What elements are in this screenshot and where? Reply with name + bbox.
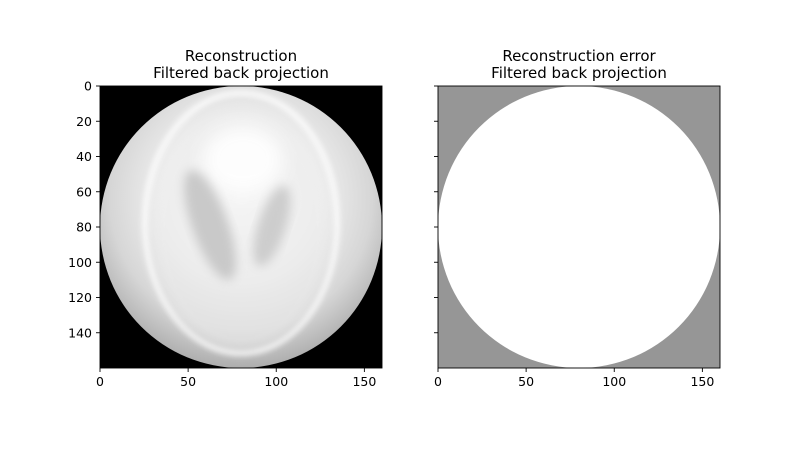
reconstruction-title-line2: Filtered back projection — [153, 64, 329, 82]
reconstruction-y-tick-label: 0 — [84, 79, 92, 94]
error-title-line2: Filtered back projection — [491, 64, 667, 82]
reconstruction-y-tick-label: 60 — [76, 184, 92, 199]
reconstruction-x-tick-label: 100 — [264, 374, 288, 389]
reconstruction-panel: Reconstruction Filtered back projection … — [68, 47, 383, 390]
reconstruction-image — [100, 86, 382, 368]
reconstruction-ticks: 0 50 100 150 0 20 40 60 80 100 120 140 — [68, 79, 376, 390]
reconstruction-y-tick-label: 100 — [68, 255, 92, 270]
error-disc — [438, 86, 720, 368]
reconstruction-error-panel: Reconstruction error Filtered back proje… — [434, 47, 721, 389]
reconstruction-highlight — [203, 126, 283, 194]
reconstruction-y-tick-label: 20 — [76, 114, 92, 129]
reconstruction-y-tick-label: 120 — [68, 290, 92, 305]
reconstruction-skull-ring — [142, 90, 340, 356]
error-x-tick-label: 50 — [518, 374, 534, 389]
error-ticks: 0 50 100 150 — [434, 85, 714, 389]
error-title-line1: Reconstruction error — [502, 47, 656, 65]
reconstruction-right-lobe — [253, 185, 291, 267]
reconstruction-title-line1: Reconstruction — [185, 47, 297, 65]
reconstruction-y-tick-label: 140 — [68, 325, 92, 340]
error-x-tick-label: 0 — [434, 374, 442, 389]
reconstruction-y-tick-label: 80 — [76, 220, 92, 235]
error-x-tick-label: 100 — [602, 374, 626, 389]
error-image — [438, 86, 720, 368]
reconstruction-x-tick-label: 50 — [180, 374, 196, 389]
reconstruction-x-tick-label: 150 — [352, 374, 376, 389]
reconstruction-x-tick-label: 0 — [96, 374, 104, 389]
reconstruction-left-lobe — [183, 170, 237, 280]
reconstruction-brain-area — [153, 110, 329, 350]
reconstruction-y-tick-label: 40 — [76, 149, 92, 164]
error-x-tick-label: 150 — [690, 374, 714, 389]
